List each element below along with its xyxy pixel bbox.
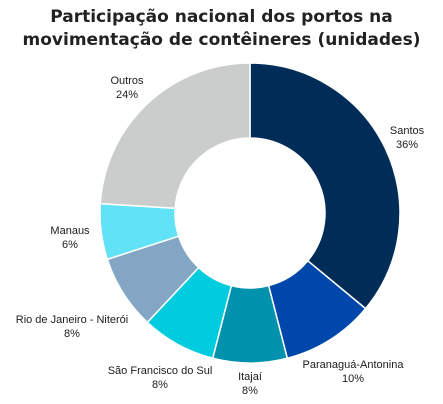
slice-label-s-o-francisco-do-sul: São Francisco do Sul 8% bbox=[108, 365, 213, 391]
slice-santos bbox=[249, 62, 401, 310]
slice-label-rio-de-janeiro-niter-i: Rio de Janeiro - Niterói 8% bbox=[16, 314, 129, 340]
chart-title: Participação nacional dos portos na movi… bbox=[0, 6, 443, 52]
chart-title-line-2: movimentação de contêineres (unidades) bbox=[22, 30, 421, 50]
slice-outros bbox=[99, 62, 251, 210]
slice-label-paranagu-antonina: Paranaguá-Antonina 10% bbox=[303, 359, 405, 385]
slice-label-manaus: Manaus 6% bbox=[50, 225, 90, 251]
chart-title-line-1: Participação nacional dos portos na bbox=[50, 7, 393, 27]
slice-label-santos: Santos 36% bbox=[390, 125, 425, 151]
slice-label-itaja-: Itajaí 8% bbox=[238, 371, 262, 397]
slice-label-outros: Outros 24% bbox=[110, 75, 144, 101]
